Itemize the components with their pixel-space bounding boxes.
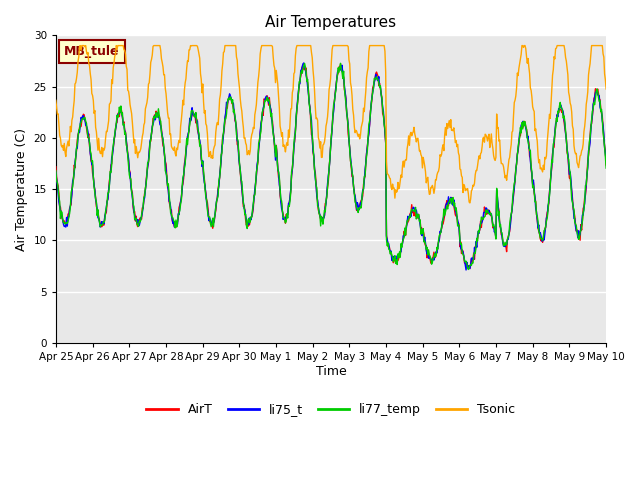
Legend: AirT, li75_t, li77_temp, Tsonic: AirT, li75_t, li77_temp, Tsonic bbox=[141, 398, 520, 421]
X-axis label: Time: Time bbox=[316, 365, 346, 378]
Y-axis label: Air Temperature (C): Air Temperature (C) bbox=[15, 128, 28, 251]
Title: Air Temperatures: Air Temperatures bbox=[266, 15, 397, 30]
Text: MB_tule: MB_tule bbox=[64, 45, 120, 59]
